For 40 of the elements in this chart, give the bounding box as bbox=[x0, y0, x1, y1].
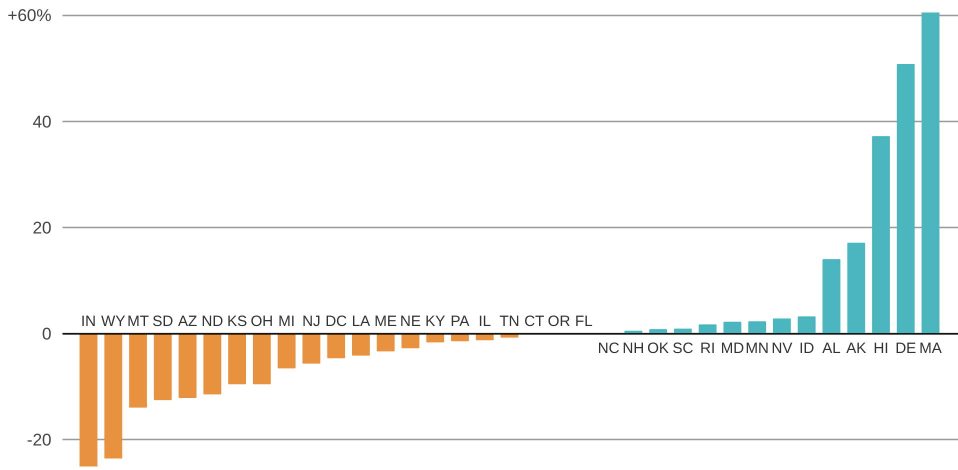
x-tick-label: MN bbox=[745, 340, 769, 357]
x-tick-label: NC bbox=[598, 340, 620, 357]
x-tick-label: HI bbox=[873, 340, 888, 357]
x-tick-label: NE bbox=[400, 312, 421, 330]
x-tick-label: NV bbox=[772, 340, 792, 357]
x-tick-label: NH bbox=[622, 340, 644, 357]
x-tick-label: SD bbox=[152, 312, 174, 330]
x-tick-label: RI bbox=[700, 340, 716, 357]
x-tick-label: ME bbox=[374, 312, 397, 330]
x-tick-label: AZ bbox=[178, 312, 198, 330]
x-tick-label: MT bbox=[127, 312, 149, 330]
x-tick-label: DC bbox=[325, 312, 348, 330]
x-tick-label: LA bbox=[352, 312, 370, 330]
x-tick-label: TN bbox=[500, 312, 520, 330]
x-tick-label: FL bbox=[575, 312, 593, 330]
x-tick-label: MD bbox=[720, 340, 744, 357]
y-tick-label: 40 bbox=[32, 112, 52, 132]
x-tick-label: NJ bbox=[302, 312, 321, 330]
y-tick-label: -20 bbox=[26, 430, 52, 450]
x-tick-label: KS bbox=[227, 312, 248, 330]
x-tick-label: AK bbox=[846, 340, 866, 357]
x-tick-label: KY bbox=[425, 312, 446, 330]
x-tick-label: CT bbox=[524, 312, 544, 330]
y-tick-label: +60% bbox=[8, 6, 52, 26]
y-tick-label: 20 bbox=[32, 218, 52, 238]
x-tick-label: MA bbox=[919, 340, 942, 357]
x-tick-label: WY bbox=[101, 312, 126, 330]
x-tick-label: ND bbox=[201, 312, 224, 330]
x-tick-label: OK bbox=[647, 340, 669, 357]
x-tick-label: ID bbox=[799, 340, 814, 357]
x-tick-label: PA bbox=[450, 312, 470, 330]
x-tick-label: OH bbox=[250, 312, 274, 330]
x-tick-label: SC bbox=[672, 340, 694, 357]
x-tick-label: AL bbox=[822, 340, 841, 357]
x-tick-label: OR bbox=[548, 312, 570, 330]
x-tick-label: IN bbox=[81, 312, 96, 330]
x-tick-label: MI bbox=[278, 312, 295, 330]
x-tick-label: DE bbox=[895, 340, 916, 357]
x-tick-label: IL bbox=[478, 312, 492, 330]
y-tick-label: 0 bbox=[42, 324, 52, 344]
